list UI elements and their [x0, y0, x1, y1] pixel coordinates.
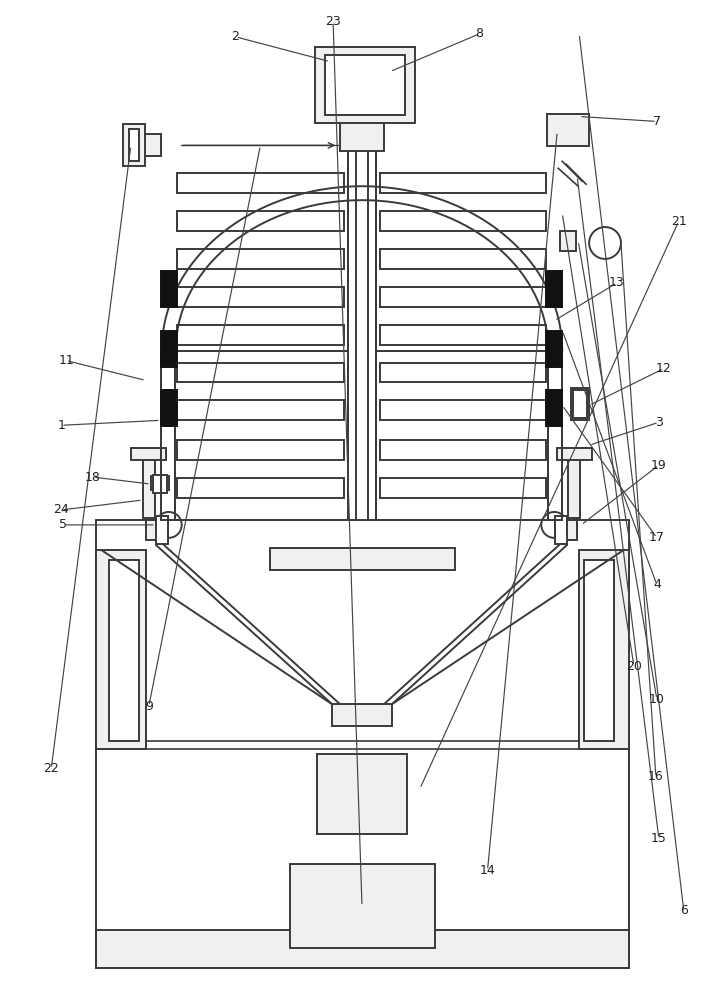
Bar [161, 271, 176, 307]
Bar [270, 548, 455, 570]
Bar [571, 388, 589, 420]
Text: 15: 15 [651, 832, 667, 845]
Bar [325, 55, 405, 115]
Bar [380, 287, 547, 307]
Bar [380, 211, 547, 231]
Bar [176, 249, 344, 269]
Text: 6: 6 [680, 904, 688, 917]
Bar [348, 123, 376, 145]
Bar [146, 520, 168, 540]
Text: 11: 11 [59, 354, 74, 367]
Bar [161, 390, 176, 426]
Text: 5: 5 [59, 518, 67, 531]
Bar [146, 524, 168, 532]
Bar [380, 249, 547, 269]
Bar [131, 448, 166, 460]
Text: 14: 14 [479, 864, 495, 877]
Bar [555, 524, 577, 532]
Bar [176, 440, 344, 460]
Text: 9: 9 [145, 700, 153, 713]
Bar [143, 458, 155, 518]
Bar [380, 478, 547, 498]
Bar [573, 390, 587, 418]
Bar [547, 331, 562, 367]
Bar [332, 704, 392, 726]
Bar [380, 400, 547, 420]
Bar [584, 560, 614, 741]
Bar [317, 754, 407, 834]
Bar [176, 325, 344, 345]
Bar [123, 124, 145, 166]
Bar [380, 173, 547, 193]
Bar [176, 363, 344, 382]
Bar [315, 47, 415, 123]
Bar [131, 134, 161, 156]
Bar [129, 129, 139, 161]
Text: 16: 16 [648, 770, 664, 783]
Bar [176, 211, 344, 231]
Bar [348, 121, 376, 520]
Bar [155, 516, 168, 544]
Text: 7: 7 [653, 115, 661, 128]
Text: 19: 19 [651, 459, 667, 472]
Bar [176, 287, 344, 307]
Bar [153, 475, 167, 493]
Bar [547, 114, 589, 146]
Bar [557, 448, 592, 460]
Text: 23: 23 [325, 15, 341, 28]
Text: 22: 22 [43, 762, 59, 775]
Bar [176, 173, 344, 193]
Bar [340, 123, 384, 151]
Text: 12: 12 [656, 362, 672, 375]
Bar [161, 351, 562, 520]
Bar [579, 550, 629, 749]
Bar [380, 363, 547, 382]
Text: 17: 17 [649, 531, 664, 544]
Text: 4: 4 [653, 578, 661, 591]
Text: 2: 2 [231, 30, 239, 43]
Bar [96, 520, 629, 968]
Bar [547, 390, 562, 426]
Text: 13: 13 [609, 276, 625, 289]
Bar [547, 271, 562, 307]
Text: 24: 24 [54, 503, 69, 516]
Bar [568, 458, 580, 518]
Text: 10: 10 [649, 693, 664, 706]
Bar [380, 325, 547, 345]
Bar [555, 516, 568, 544]
Text: 3: 3 [655, 416, 663, 429]
Bar [176, 400, 344, 420]
Text: 20: 20 [626, 660, 642, 673]
Bar [96, 930, 629, 968]
Bar [161, 331, 176, 367]
Bar [151, 476, 168, 490]
Bar [109, 560, 139, 741]
Text: 8: 8 [476, 27, 484, 40]
Bar [176, 478, 344, 498]
Bar [555, 520, 577, 540]
Text: 18: 18 [85, 471, 101, 484]
Bar [96, 550, 146, 749]
Bar [380, 440, 547, 460]
Bar [290, 864, 435, 948]
Bar [175, 351, 548, 520]
Text: 1: 1 [57, 419, 65, 432]
Text: 21: 21 [671, 215, 687, 228]
Bar [560, 231, 576, 251]
